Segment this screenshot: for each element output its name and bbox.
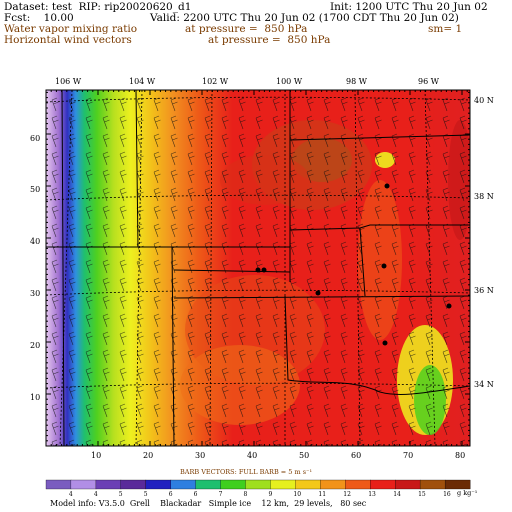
colorbar-swatch [45,479,72,490]
colorbar-swatch [320,479,346,490]
colorbar-label: 12 [343,491,351,498]
colorbar-swatch [395,479,421,490]
colorbar-label: 11 [318,491,326,498]
colorbar-swatch [370,479,396,490]
field1-name: Water vapor mixing ratio [4,23,138,35]
lat-lon-lines [46,90,470,446]
colorbar-swatch [444,479,471,490]
colorbar-swatch [70,479,97,490]
lon-label: 106 W [55,77,82,86]
plot-frame [45,89,471,447]
colorbar-swatch [419,479,446,490]
lon-label: 98 W [346,77,368,86]
y-grid-label: 10 [30,393,40,402]
colorbar-label: 9 [269,491,273,498]
colorbar-label: 4 [69,491,73,498]
colorbar-swatch [120,479,147,490]
state-borders [46,90,470,446]
colorbar-label: 8 [244,491,248,498]
city-markers [255,183,452,346]
colorbar-swatch [270,479,296,490]
field1-extra: sm= 1 [428,23,463,35]
barb-note: BARB VECTORS: FULL BARB = 5 m s⁻¹ [180,468,312,476]
axis-ticks [45,90,470,447]
lat-label: 36 N [474,286,494,295]
lon-label: 104 W [129,77,156,86]
colorbar-swatch [245,479,271,490]
init-line: Init: 1200 UTC Thu 20 Jun 02 [330,1,488,13]
y-grid-label: 50 [30,185,40,194]
x-grid-label: 40 [247,451,257,460]
field2-pressure: at pressure = 850 hPa [208,34,331,46]
colorbar-label: 5 [144,491,148,498]
y-grid-label: 60 [30,134,40,143]
x-grid-label: 10 [91,451,101,460]
colorbar-label: 6 [194,491,198,498]
colorbar-swatch [345,479,371,490]
dataset-line: Dataset: test RIP: rip20020620_d1 [4,1,192,13]
y-grid-label: 20 [30,341,40,350]
colorbar-label: 16 [443,491,451,498]
colorbar-label: 10 [293,491,301,498]
x-grid-label: 30 [195,451,205,460]
colorbar-label: 14 [393,491,401,498]
colorbar-swatch [170,479,197,490]
colorbar-label: 13 [368,491,376,498]
lon-label: 100 W [276,77,303,86]
lat-label: 34 N [474,380,494,389]
colorbar-swatch [220,479,246,490]
colorbar-swatch [195,479,221,490]
x-grid-label: 80 [455,451,465,460]
lon-label: 102 W [202,77,229,86]
field1-pressure: at pressure = 850 hPa [185,23,308,35]
lat-label: 40 N [474,96,494,105]
x-grid-label: 60 [351,451,361,460]
lon-label: 96 W [418,77,440,86]
colorbar-swatch [95,479,122,490]
colorbar-label: 15 [418,491,426,498]
lat-label: 38 N [474,192,494,201]
fcst-line: Fcst: 10.00 [4,12,74,24]
valid-line: Valid: 2200 UTC Thu 20 Jun 02 (1700 CDT … [150,12,459,24]
colorbar-swatch [145,479,172,490]
colorbar [45,479,471,490]
y-grid-label: 40 [30,237,40,246]
colorbar-labels: 4 4 5 5 6 6 7 8 9 10 11 12 13 14 15 16 [69,491,451,498]
model-info: Model info: V3.5.0 Grell Blackadar Simpl… [50,499,367,508]
y-grid-label: 30 [30,289,40,298]
field2-name: Horizontal wind vectors [4,34,132,46]
colorbar-label: 5 [119,491,123,498]
colorbar-label: 6 [169,491,173,498]
x-grid-label: 70 [403,451,413,460]
x-grid-label: 20 [143,451,153,460]
x-grid-label: 50 [299,451,309,460]
colorbar-label: 4 [94,491,98,498]
colorbar-units: g kg⁻¹ [457,489,478,497]
colorbar-label: 7 [219,491,223,498]
colorbar-swatch [295,479,321,490]
